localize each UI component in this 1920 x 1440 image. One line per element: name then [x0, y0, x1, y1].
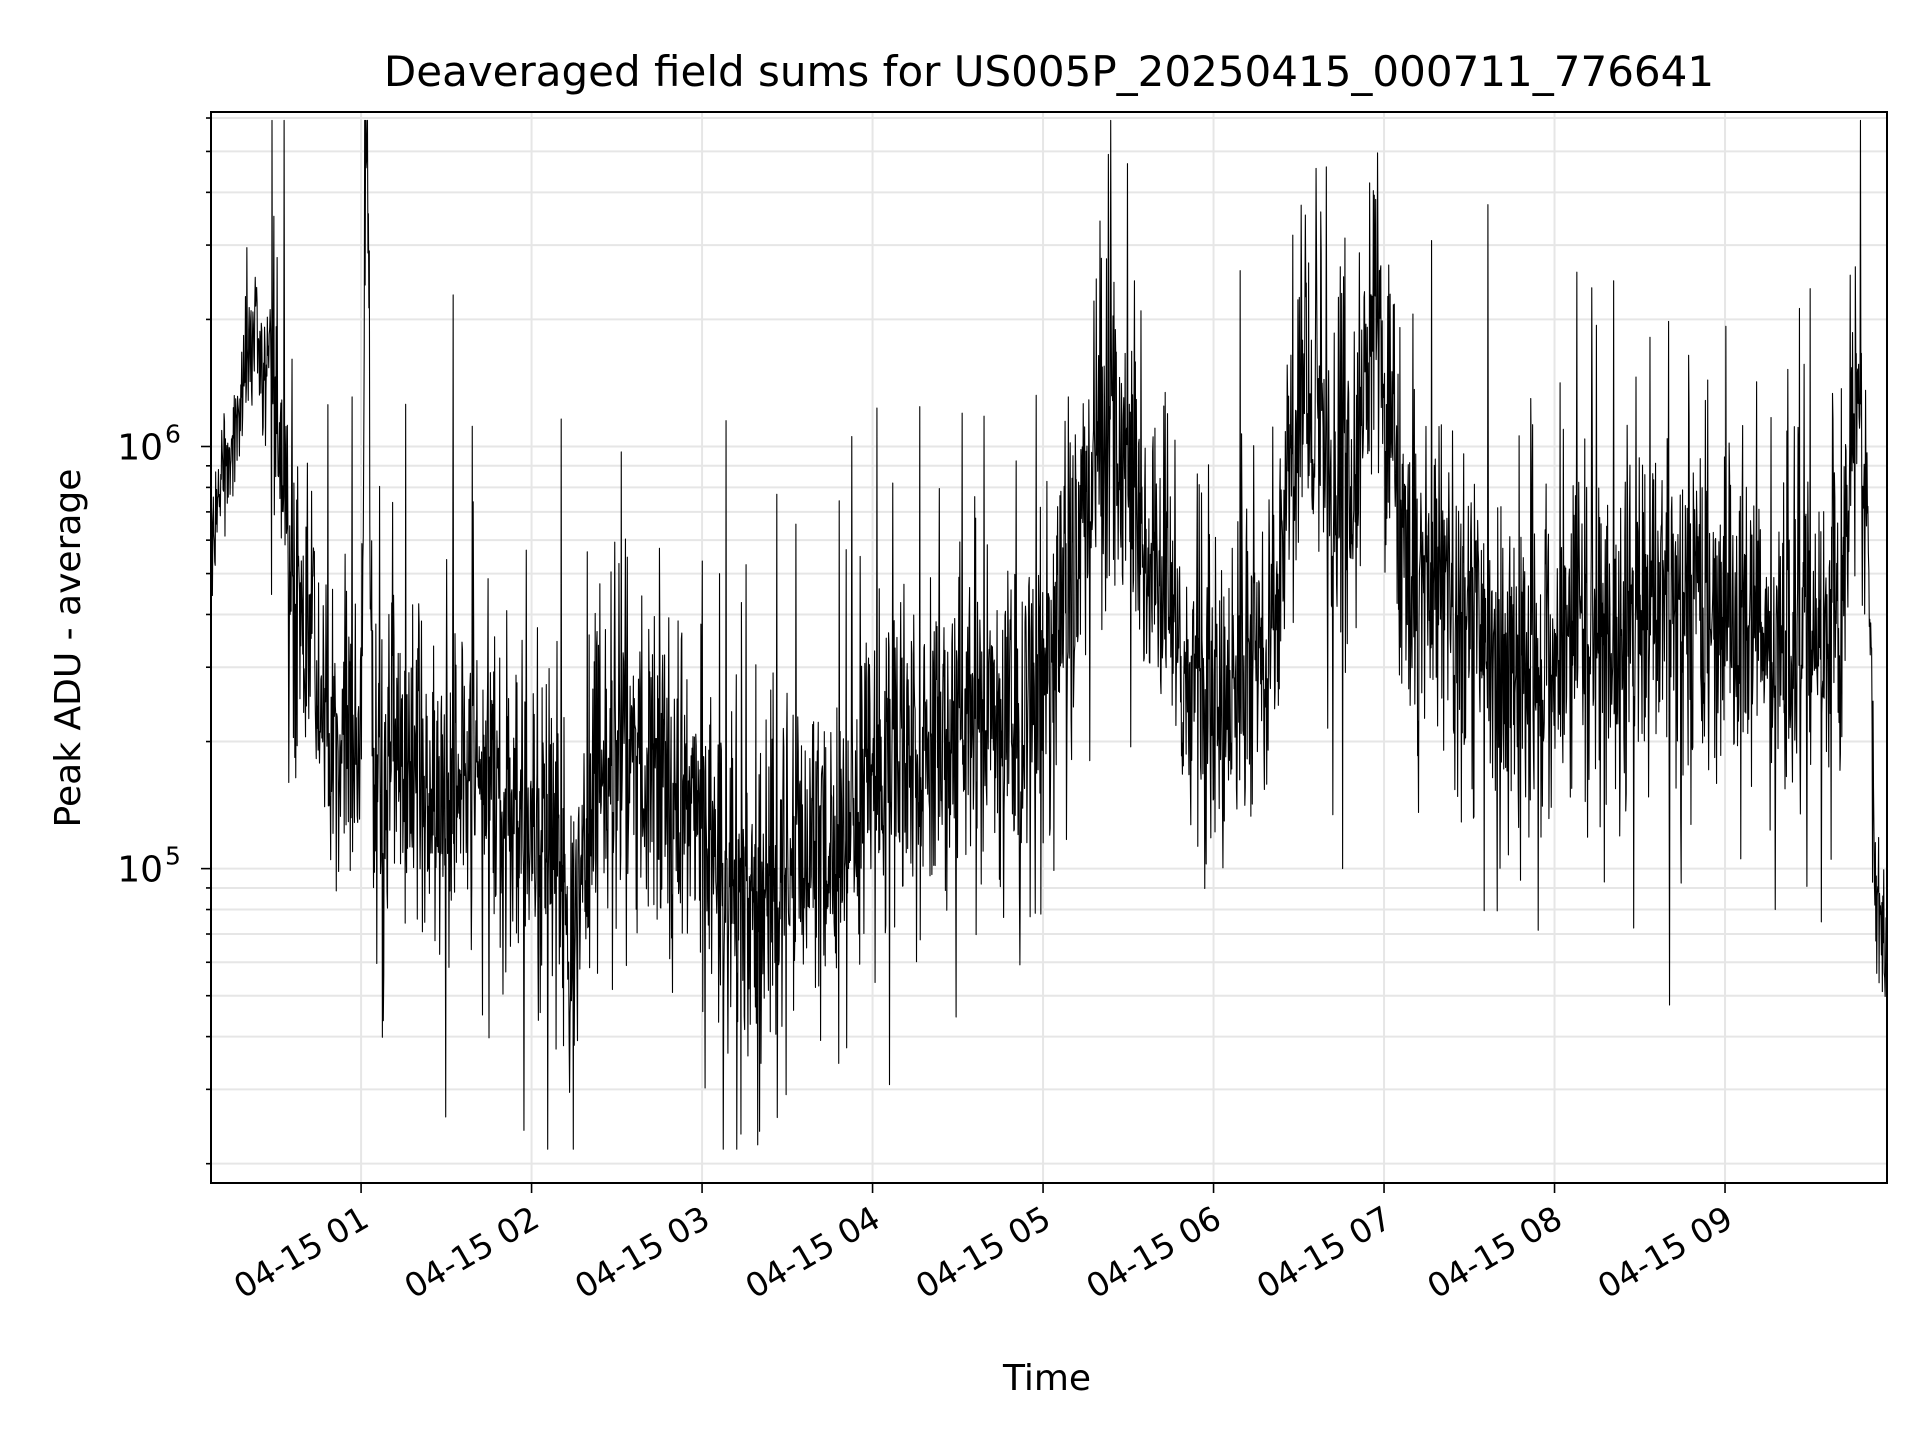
x-axis-label: Time	[1002, 1358, 1091, 1399]
y-tick-base: 10	[117, 427, 163, 468]
y-tick-label: 10 5	[117, 842, 181, 891]
series-line	[211, 119, 1887, 1150]
y-tick-label: 10 6	[117, 419, 181, 468]
y-tick-base: 10	[117, 850, 163, 891]
y-axis-label: Peak ADU - average	[48, 469, 89, 828]
y-tick-exponent: 5	[165, 842, 181, 871]
chart-title: Deaveraged field sums for US005P_2025041…	[384, 47, 1714, 96]
series-layer	[211, 119, 1887, 1150]
y-tick-exponent: 6	[165, 419, 181, 448]
plot-frame	[210, 111, 1888, 1184]
